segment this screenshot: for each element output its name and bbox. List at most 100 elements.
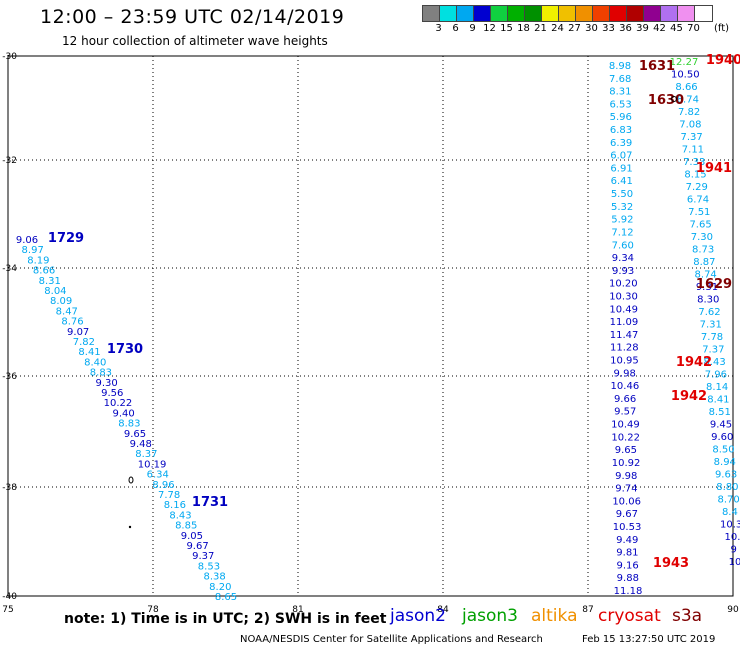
swh-value: 10.53	[613, 522, 642, 533]
swh-value: 9.31	[696, 282, 718, 293]
swh-value: 7.51	[688, 207, 710, 218]
swh-value: 9.30	[95, 378, 117, 389]
swh-value: 7.37	[681, 132, 703, 143]
scale-label: 30	[585, 23, 598, 34]
swh-value: 9.65	[124, 429, 146, 440]
swh-value: 7.82	[73, 337, 95, 348]
swh-value: 9.05	[181, 531, 203, 542]
footer-credit: NOAA/NESDIS Center for Satellite Applica…	[240, 634, 543, 645]
satellite-legend-s3a: s3a	[672, 606, 703, 626]
swh-value: 7.30	[691, 232, 713, 243]
swh-value: 8.66	[33, 266, 55, 277]
scale-label: 18	[517, 23, 530, 34]
swh-value: 8.31	[609, 87, 631, 98]
pass-time-label: 1629	[696, 277, 732, 292]
swh-value: 7.08	[679, 120, 701, 131]
scale-swatch	[694, 5, 713, 22]
lat-label: -36	[2, 372, 17, 382]
swh-value: 8.19	[27, 255, 49, 266]
lon-label: 75	[2, 605, 13, 615]
swh-value: 11.18	[614, 586, 643, 597]
swh-value: 9.88	[617, 573, 639, 584]
swh-value: 8.09	[50, 296, 72, 307]
swh-value: 8.20	[209, 582, 231, 593]
swh-value: 8.4	[722, 507, 738, 518]
swh-value: 9.67	[616, 509, 638, 520]
swh-value: 9.06	[16, 235, 38, 246]
swh-value: 8.41	[707, 395, 729, 406]
swh-value: 6.83	[610, 125, 632, 136]
swh-value: 8.47	[56, 306, 78, 317]
swh-value: 10	[729, 557, 740, 568]
swh-value: 5.92	[611, 215, 633, 226]
satellite-legend-cryosat: cryosat	[598, 606, 661, 626]
pass-time-label: 1940	[706, 53, 740, 68]
swh-value: 7.31	[700, 320, 722, 331]
swh-value: 6.39	[610, 138, 632, 149]
swh-value: 9.16	[616, 560, 638, 571]
pass-time-label: 1942	[671, 389, 707, 404]
lon-label: 84	[437, 605, 449, 615]
swh-value: 7.82	[678, 107, 700, 118]
map-frame	[7, 55, 734, 597]
swh-value: 7.12	[611, 227, 633, 238]
lon-label: 90	[727, 605, 739, 615]
scale-unit-label: (ft)	[714, 23, 730, 34]
swh-value: 8.51	[709, 407, 731, 418]
swh-value: 9.65	[615, 445, 637, 456]
swh-value: 6.74	[687, 195, 709, 206]
swh-value: 9	[731, 545, 737, 556]
swh-value: 10.92	[612, 458, 641, 469]
swh-value: 11.47	[610, 330, 639, 341]
swh-value: 9.48	[130, 439, 152, 450]
island-outline	[128, 476, 134, 484]
swh-value: 8.43	[169, 510, 191, 521]
swh-value: 7.11	[682, 145, 704, 156]
swh-value: 8.65	[215, 592, 237, 603]
swh-value: 10.30	[609, 291, 638, 302]
swh-value: 8.41	[78, 347, 100, 358]
swh-value: 8.50	[712, 445, 734, 456]
swh-value: 11.09	[610, 317, 639, 328]
swh-value: 9.49	[616, 535, 638, 546]
swh-value: 9.45	[710, 420, 732, 431]
swh-value: 10.22	[104, 398, 133, 409]
scale-label: 39	[636, 23, 649, 34]
swh-value: 8.70	[717, 495, 739, 506]
swh-value: 8.38	[203, 572, 225, 583]
swh-value: 8.37	[135, 449, 157, 460]
swh-value: 10.46	[611, 381, 640, 392]
scale-label: 33	[602, 23, 615, 34]
swh-value: 7.62	[698, 307, 720, 318]
lon-label: 78	[147, 605, 159, 615]
swh-value: 8.98	[609, 61, 631, 72]
swh-value: 8.40	[84, 357, 106, 368]
pass-time-label: 1731	[192, 495, 228, 510]
lat-label: -40	[2, 592, 17, 602]
pass-time-label: 1730	[107, 342, 143, 357]
scale-label: 15	[500, 23, 513, 34]
swh-value: 6.07	[610, 151, 632, 162]
swh-value: 11.28	[610, 343, 639, 354]
swh-value: 8.15	[684, 170, 706, 181]
swh-value: 9.56	[101, 388, 123, 399]
swh-value: 7.65	[689, 220, 711, 231]
footer-timestamp: Feb 15 13:27:50 UTC 2019	[582, 634, 716, 645]
island-outline	[671, 96, 677, 102]
swh-value: 8.80	[716, 482, 738, 493]
swh-value: 10.19	[138, 459, 167, 470]
swh-value: 8.73	[692, 245, 714, 256]
swh-value: 9.63	[715, 470, 737, 481]
swh-value: 8.53	[198, 561, 220, 572]
swh-value: 8.66	[675, 82, 697, 93]
scale-label: 27	[568, 23, 581, 34]
swh-value: 10.	[724, 532, 740, 543]
lat-label: -32	[2, 156, 17, 166]
swh-value: 10.20	[609, 279, 638, 290]
swh-value: 9.07	[67, 327, 89, 338]
island-dot	[128, 525, 132, 529]
satellite-legend-altika: altika	[531, 606, 578, 626]
scale-label: 6	[452, 23, 459, 34]
swh-value: 7.68	[609, 74, 631, 85]
